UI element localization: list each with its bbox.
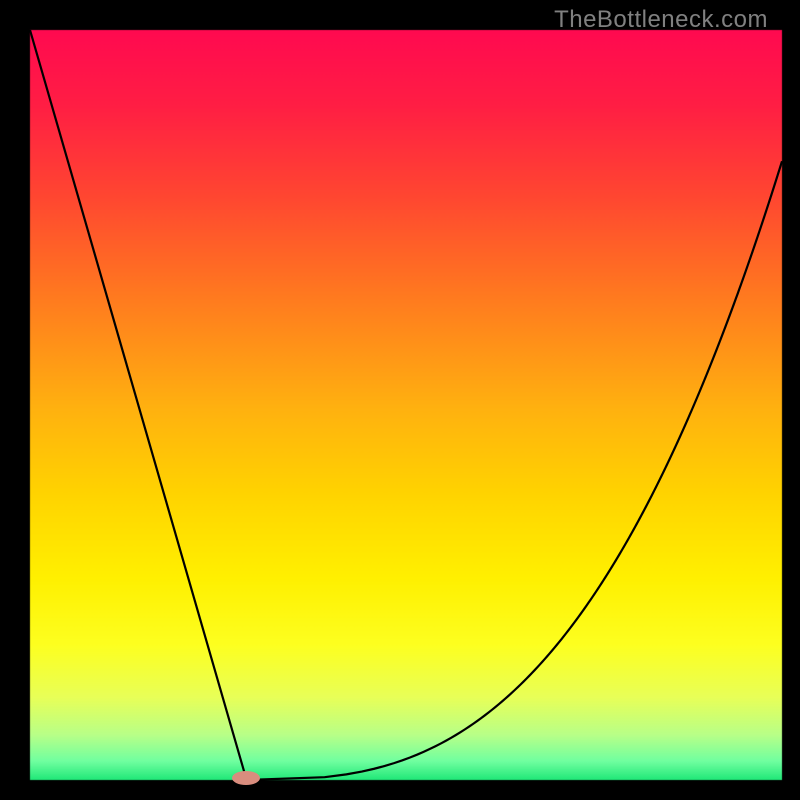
chart-container: TheBottleneck.com xyxy=(0,0,800,800)
left-curve xyxy=(30,30,246,778)
bottom-marker xyxy=(232,771,260,785)
curve-overlay-svg xyxy=(0,0,800,800)
right-curve xyxy=(248,161,782,780)
watermark-text: TheBottleneck.com xyxy=(554,6,768,34)
